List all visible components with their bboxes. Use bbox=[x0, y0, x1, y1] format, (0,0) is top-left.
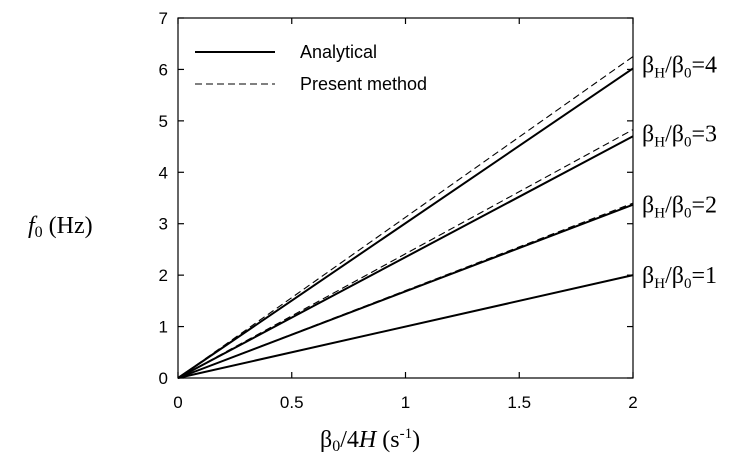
y-tick-label: 6 bbox=[159, 60, 168, 79]
x-tick-label: 1.5 bbox=[507, 393, 531, 412]
series-annotation: βH/β0=4 bbox=[642, 52, 717, 81]
series-annotation: βH/β0=3 bbox=[642, 122, 717, 151]
series-line bbox=[177, 202, 634, 379]
x-axis-ticks: 0 0.5 1 1.5 2 bbox=[173, 18, 638, 412]
legend: Analytical Present method bbox=[195, 42, 427, 94]
series-line bbox=[177, 129, 634, 379]
series-line bbox=[177, 56, 634, 379]
y-tick-label: 0 bbox=[159, 369, 168, 388]
y-tick-label: 7 bbox=[159, 9, 168, 28]
legend-label: Present method bbox=[300, 74, 427, 94]
x-tick-label: 0.5 bbox=[280, 393, 304, 412]
y-axis-label: f0 (Hz) bbox=[28, 213, 93, 241]
x-axis-label: β0/4H (s-1) bbox=[320, 426, 420, 455]
series-line bbox=[177, 135, 634, 379]
y-tick-label: 2 bbox=[159, 266, 168, 285]
y-tick-label: 4 bbox=[159, 163, 168, 182]
x-tick-label: 0 bbox=[173, 393, 182, 412]
series-annotation: βH/β0=1 bbox=[642, 263, 717, 292]
plot-frame bbox=[177, 17, 634, 379]
series-annotation: βH/β0=2 bbox=[642, 193, 717, 222]
x-tick-label: 2 bbox=[628, 393, 637, 412]
series-line bbox=[177, 274, 634, 379]
x-tick-label: 1 bbox=[401, 393, 410, 412]
line-annotations: βH/β0=1 βH/β0=2 βH/β0=3 βH/β0=4 bbox=[642, 52, 717, 292]
y-tick-label: 5 bbox=[159, 112, 168, 131]
y-tick-label: 1 bbox=[159, 318, 168, 337]
y-tick-label: 3 bbox=[159, 215, 168, 234]
axes-frame bbox=[177, 17, 634, 379]
series-lines bbox=[177, 56, 634, 379]
series-line bbox=[177, 67, 634, 379]
legend-label: Analytical bbox=[300, 42, 377, 62]
y-axis-ticks: 0 1 2 3 4 5 6 7 bbox=[159, 9, 633, 388]
